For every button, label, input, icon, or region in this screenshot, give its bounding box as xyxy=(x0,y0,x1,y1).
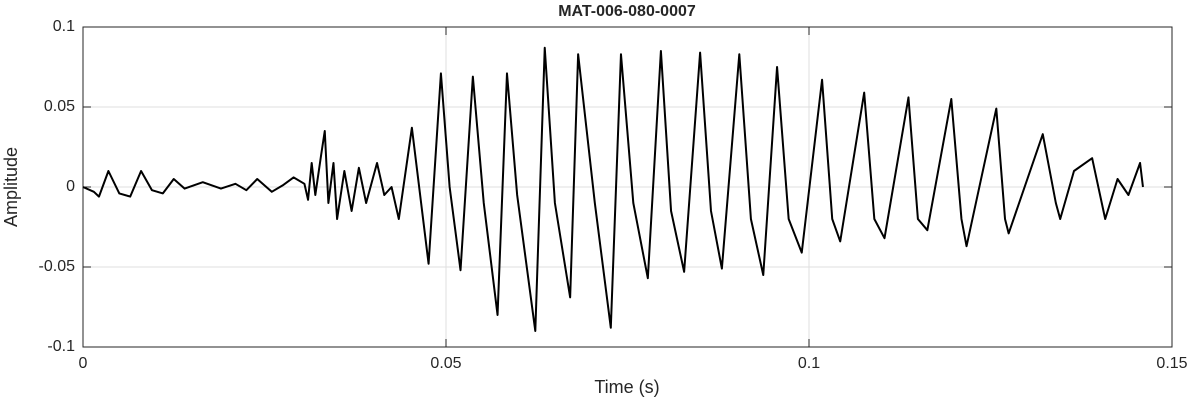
x-axis-label: Time (s) xyxy=(594,377,659,397)
x-tick-label: 0.1 xyxy=(798,355,820,372)
y-tick-label: 0 xyxy=(66,178,75,195)
y-tick-label: -0.1 xyxy=(47,338,75,355)
x-tick-label: 0.15 xyxy=(1156,355,1187,372)
waveform-line xyxy=(82,46,1144,332)
x-tick-label: 0 xyxy=(79,355,88,372)
chart-title: MAT-006-080-0007 xyxy=(558,3,696,20)
y-tick-label: 0.1 xyxy=(53,18,75,35)
x-tick-label: 0.05 xyxy=(430,355,461,372)
y-tick-label: -0.05 xyxy=(39,258,76,275)
y-axis-label: Amplitude xyxy=(1,147,21,227)
y-tick-label: 0.05 xyxy=(44,98,75,115)
